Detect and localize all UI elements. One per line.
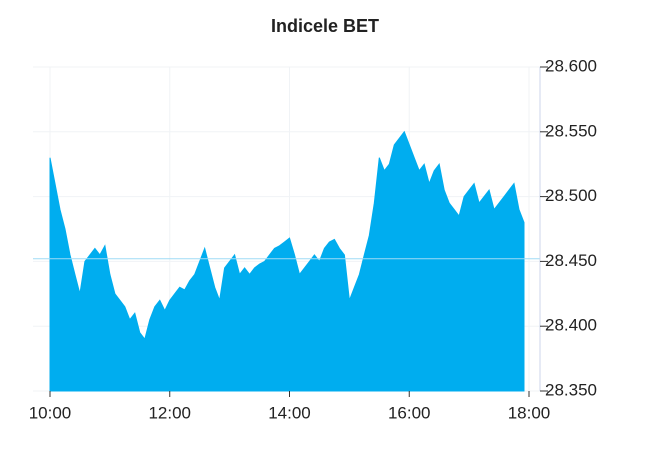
y-tick-label: 28.400 [545, 316, 597, 335]
x-tick-label: 18:00 [508, 403, 551, 422]
x-tick-label: 14:00 [268, 403, 311, 422]
y-tick-label: 28.550 [545, 121, 597, 140]
x-tick-label: 10:00 [29, 403, 72, 422]
chart-title: Indicele BET [271, 16, 379, 36]
area [49, 130, 525, 392]
y-tick-label: 28.450 [545, 251, 597, 270]
y-tick-label: 28.600 [545, 56, 597, 75]
x-tick-label: 12:00 [148, 403, 191, 422]
y-tick-label: 28.350 [545, 380, 597, 399]
y-tick-label: 28.500 [545, 186, 597, 205]
x-tick-label: 16:00 [388, 403, 431, 422]
